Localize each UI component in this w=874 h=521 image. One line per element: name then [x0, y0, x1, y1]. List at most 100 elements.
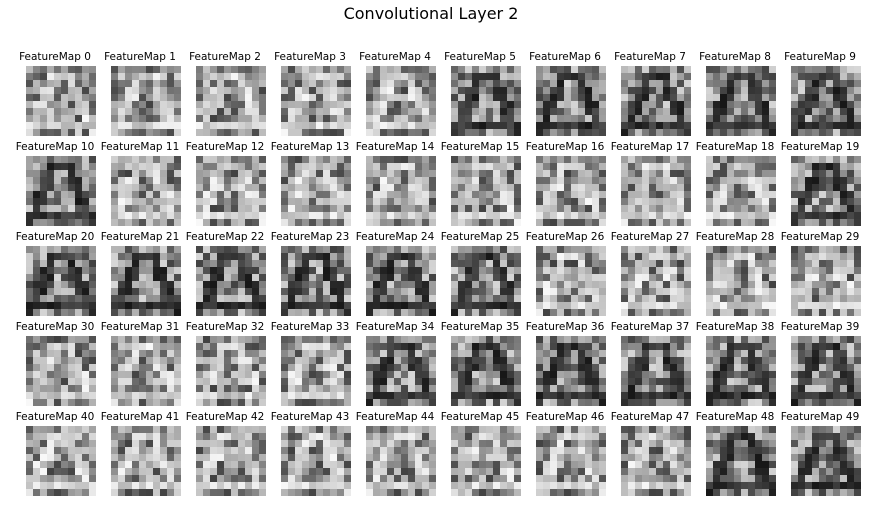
feature-map-image	[621, 426, 691, 496]
feature-map-image	[706, 66, 776, 136]
feature-map-cell: FeatureMap 28	[692, 230, 778, 244]
feature-map-image	[451, 66, 521, 136]
feature-map-title: FeatureMap 2	[189, 51, 261, 63]
feature-map-cell: FeatureMap 36	[522, 320, 608, 334]
feature-map-cell: FeatureMap 48	[692, 410, 778, 424]
feature-map-title: FeatureMap 42	[185, 411, 265, 423]
feature-map-cell: FeatureMap 6	[522, 50, 608, 64]
feature-map-image	[111, 66, 181, 136]
feature-map-cell: FeatureMap 23	[267, 230, 353, 244]
feature-map-cell: FeatureMap 31	[97, 320, 183, 334]
feature-map-cell: FeatureMap 27	[607, 230, 693, 244]
feature-map-cell: FeatureMap 35	[437, 320, 523, 334]
feature-map-image	[451, 426, 521, 496]
feature-map-image	[366, 66, 436, 136]
feature-map-title: FeatureMap 0	[19, 51, 91, 63]
feature-map-title: FeatureMap 21	[100, 231, 180, 243]
feature-map-cell: FeatureMap 19	[777, 140, 863, 154]
feature-map-title: FeatureMap 26	[525, 231, 605, 243]
feature-map-title: FeatureMap 47	[610, 411, 690, 423]
feature-map-image	[536, 336, 606, 406]
feature-map-cell: FeatureMap 43	[267, 410, 353, 424]
feature-map-image	[111, 336, 181, 406]
feature-map-title: FeatureMap 33	[270, 321, 350, 333]
feature-map-cell: FeatureMap 26	[522, 230, 608, 244]
feature-map-image	[196, 246, 266, 316]
feature-map-image	[791, 426, 861, 496]
feature-map-cell: FeatureMap 40	[12, 410, 98, 424]
feature-map-title: FeatureMap 32	[185, 321, 265, 333]
feature-map-image	[26, 156, 96, 226]
feature-map-title: FeatureMap 6	[529, 51, 601, 63]
feature-map-image	[621, 156, 691, 226]
feature-map-image	[791, 66, 861, 136]
feature-map-image	[281, 246, 351, 316]
feature-map-image	[451, 246, 521, 316]
feature-map-image	[621, 336, 691, 406]
feature-map-image	[196, 156, 266, 226]
feature-map-image	[26, 336, 96, 406]
feature-map-image	[706, 426, 776, 496]
feature-map-title: FeatureMap 41	[100, 411, 180, 423]
feature-map-image	[281, 156, 351, 226]
feature-map-title: FeatureMap 7	[614, 51, 686, 63]
feature-map-cell: FeatureMap 39	[777, 320, 863, 334]
feature-map-title: FeatureMap 18	[695, 141, 775, 153]
feature-map-title: FeatureMap 8	[699, 51, 771, 63]
feature-map-title: FeatureMap 19	[780, 141, 860, 153]
feature-map-cell: FeatureMap 12	[182, 140, 268, 154]
feature-map-title: FeatureMap 39	[780, 321, 860, 333]
feature-map-image	[26, 246, 96, 316]
feature-map-image	[196, 336, 266, 406]
feature-map-cell: FeatureMap 17	[607, 140, 693, 154]
feature-map-image	[111, 156, 181, 226]
feature-map-image	[366, 336, 436, 406]
feature-map-title: FeatureMap 15	[440, 141, 520, 153]
feature-map-cell: FeatureMap 16	[522, 140, 608, 154]
feature-map-title: FeatureMap 24	[355, 231, 435, 243]
feature-map-image	[111, 246, 181, 316]
feature-map-title: FeatureMap 28	[695, 231, 775, 243]
feature-map-cell: FeatureMap 30	[12, 320, 98, 334]
feature-map-cell: FeatureMap 42	[182, 410, 268, 424]
feature-map-cell: FeatureMap 1	[97, 50, 183, 64]
feature-map-title: FeatureMap 45	[440, 411, 520, 423]
feature-map-title: FeatureMap 37	[610, 321, 690, 333]
feature-map-cell: FeatureMap 3	[267, 50, 353, 64]
feature-map-title: FeatureMap 38	[695, 321, 775, 333]
feature-map-title: FeatureMap 29	[780, 231, 860, 243]
feature-map-cell: FeatureMap 0	[12, 50, 98, 64]
feature-map-image	[366, 246, 436, 316]
feature-map-cell: FeatureMap 38	[692, 320, 778, 334]
feature-map-cell: FeatureMap 18	[692, 140, 778, 154]
feature-map-cell: FeatureMap 15	[437, 140, 523, 154]
feature-map-title: FeatureMap 13	[270, 141, 350, 153]
feature-map-cell: FeatureMap 2	[182, 50, 268, 64]
feature-map-image	[791, 156, 861, 226]
feature-map-image	[196, 66, 266, 136]
feature-map-title: FeatureMap 46	[525, 411, 605, 423]
feature-map-cell: FeatureMap 32	[182, 320, 268, 334]
feature-map-cell: FeatureMap 24	[352, 230, 438, 244]
feature-map-cell: FeatureMap 33	[267, 320, 353, 334]
feature-map-image	[706, 336, 776, 406]
feature-map-title: FeatureMap 22	[185, 231, 265, 243]
feature-map-cell: FeatureMap 49	[777, 410, 863, 424]
feature-map-title: FeatureMap 36	[525, 321, 605, 333]
feature-map-title: FeatureMap 23	[270, 231, 350, 243]
feature-map-image	[791, 336, 861, 406]
feature-map-image	[26, 426, 96, 496]
feature-map-image	[536, 156, 606, 226]
feature-map-title: FeatureMap 35	[440, 321, 520, 333]
feature-map-title: FeatureMap 4	[359, 51, 431, 63]
feature-map-title: FeatureMap 1	[104, 51, 176, 63]
feature-map-title: FeatureMap 12	[185, 141, 265, 153]
feature-map-image	[621, 66, 691, 136]
feature-map-image	[451, 336, 521, 406]
feature-map-image	[196, 426, 266, 496]
feature-map-title: FeatureMap 10	[15, 141, 95, 153]
feature-map-title: FeatureMap 25	[440, 231, 520, 243]
feature-map-title: FeatureMap 34	[355, 321, 435, 333]
feature-map-cell: FeatureMap 20	[12, 230, 98, 244]
